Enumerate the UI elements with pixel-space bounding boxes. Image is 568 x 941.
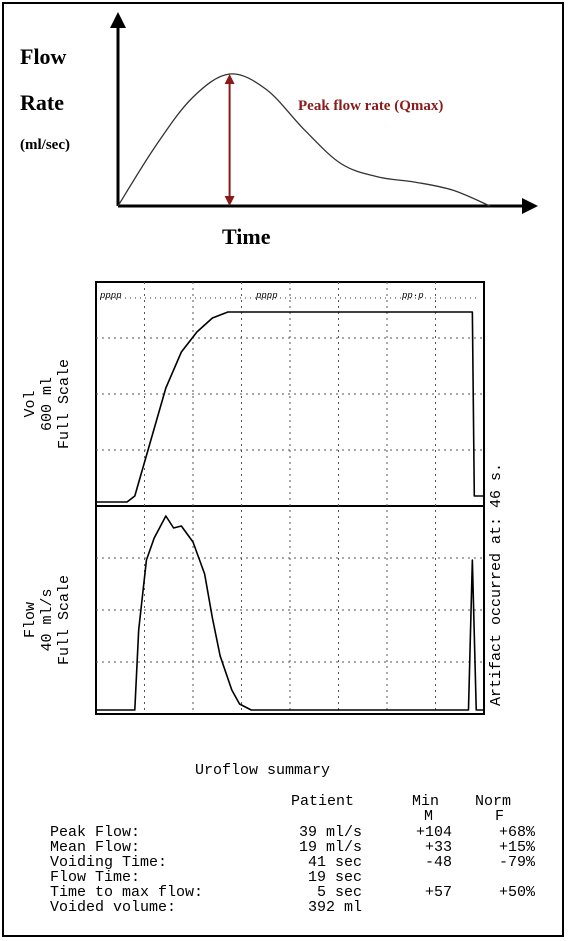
trace-plot-area: pppp pppp pp·p	[95, 281, 485, 715]
vol-panel-label: Vol600 mlFull Scale	[22, 359, 73, 449]
uroflow-trace-chart: Vol600 mlFull Scale Flow40 ml/sFull Scal…	[22, 281, 505, 715]
schematic-axes	[110, 12, 538, 214]
event-marker: pppp	[255, 291, 278, 301]
x-axis-arrow-icon	[522, 198, 538, 214]
flow-label-line: Full Scale	[56, 575, 73, 665]
x-label: Time	[222, 224, 271, 249]
y-label-line-3: (ml/sec)	[20, 137, 70, 153]
flow-label-line: 40 ml/s	[39, 588, 56, 651]
flow-label-line: Flow	[22, 602, 39, 638]
event-marker: pppp	[99, 291, 122, 301]
peak-annotation: Peak flow rate (Qmax)	[298, 98, 443, 114]
vol-label-line: Vol	[22, 390, 39, 417]
flow-curve	[117, 73, 491, 207]
event-marker: pp·p	[401, 291, 424, 301]
flow-panel-label: Flow40 ml/sFull Scale	[22, 575, 73, 665]
schematic-flow-chart: Flow Rate (ml/sec) Time Peak flow rate (…	[20, 12, 538, 249]
y-label-line-2: Rate	[20, 90, 64, 115]
qmax-arrow-up-icon	[224, 74, 235, 84]
artifact-label: Artifact occurred at: 46 s.	[488, 463, 505, 706]
panel-labels: Vol600 mlFull Scale Flow40 ml/sFull Scal…	[22, 359, 73, 665]
qmax-arrow-down-icon	[224, 196, 235, 206]
vol-label-line: Full Scale	[56, 359, 73, 449]
y-label-line-1: Flow	[20, 44, 67, 69]
vol-label-line: 600 ml	[39, 377, 56, 431]
vol-trace	[96, 311, 484, 503]
flow-trace	[96, 515, 484, 711]
y-axis-arrow-icon	[110, 12, 126, 28]
